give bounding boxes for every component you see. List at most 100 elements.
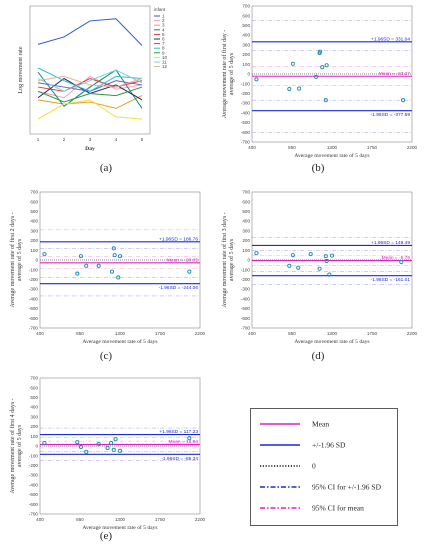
data-point-d (290, 253, 295, 258)
caption-b: (b) (311, 162, 325, 174)
data-point-e (75, 440, 80, 445)
y-tick-label-e: -400 (29, 482, 39, 487)
data-point-b (320, 65, 325, 70)
x-tick-label-a: 3 (89, 137, 92, 142)
data-point-b (297, 86, 302, 91)
x-tick-label-d: 1750 (367, 331, 378, 336)
x-axis-label-c: Average movement rate of 5 days (82, 338, 157, 345)
y-tick-label-d: -100 (241, 267, 251, 272)
y-tick-label-b: -100 (241, 81, 251, 86)
data-point-b (287, 87, 292, 92)
x-tick-label-a: 4 (115, 137, 118, 142)
chart-b: -700 -600 -500 -400 -300 -200 -100 0 100 200 300 40… (221, 4, 418, 159)
chart-e: -700 -600 -500 -400 -300 -200 -100 0 100 200 300 40… (9, 376, 206, 531)
y-tick-label-e: 700 (30, 376, 38, 381)
y-tick-label-d: 600 (242, 199, 250, 204)
y-tick-label-e: -200 (29, 463, 39, 468)
x-tick-label-d: 400 (248, 331, 256, 336)
series-line-1 (37, 18, 143, 46)
y-tick-label-b: 700 (242, 4, 250, 9)
x-tick-label-e: 1300 (115, 517, 126, 522)
y-tick-label-c: -700 (29, 326, 39, 331)
data-point-d (329, 253, 335, 258)
legend-label-10: 10 (162, 55, 168, 60)
legend-label-1: 1 (162, 14, 165, 19)
data-point-d (254, 251, 259, 256)
data-point-b (254, 77, 259, 82)
x-tick-label-e: 850 (76, 517, 84, 522)
legend-frame (250, 408, 398, 526)
data-point-e (109, 441, 114, 446)
data-point-d (323, 254, 328, 259)
data-point-b (324, 63, 329, 68)
y-tick-label-e: -700 (29, 512, 39, 517)
legend-label-1: +/-1.96 SD (312, 441, 346, 450)
y-tick-label-d: -400 (241, 296, 251, 301)
data-point-c (78, 254, 83, 259)
x-axis-label-a: Day (85, 146, 95, 152)
y-tick-label-d: 400 (242, 219, 250, 224)
x-tick-label-c: 1750 (155, 331, 166, 336)
legend-label-4: 4 (162, 27, 165, 32)
legend-label-2: 0 (312, 462, 316, 471)
y-tick-label-d: 700 (242, 190, 250, 195)
series-line-9 (37, 86, 143, 103)
mean-label-b: Mean = -23.27 (379, 71, 410, 77)
y-tick-label-d: 200 (242, 238, 250, 243)
data-point-b (401, 98, 406, 103)
data-point-c (111, 246, 116, 251)
chart-d: -700 -600 -500 -400 -300 -200 -100 0 100 200 300 40… (221, 190, 418, 345)
y-tick-label-c: 700 (30, 190, 38, 195)
y-tick-label-b: 500 (242, 23, 250, 28)
x-tick-label-a: 5 (141, 137, 144, 142)
y-tick-label-c: -100 (29, 267, 39, 272)
y-tick-label-d: 100 (242, 248, 250, 253)
y-tick-label-d: 300 (242, 228, 250, 233)
caption-a: (a) (99, 162, 113, 174)
data-point-c (96, 263, 101, 268)
x-tick-label-a: 2 (63, 137, 66, 142)
series-line-8 (37, 67, 143, 92)
y-axis-label-e: Average movement rate of first 4 days -a… (9, 398, 23, 493)
y-tick-label-e: 0 (35, 444, 38, 449)
y-tick-label-e: 600 (30, 385, 38, 390)
caption-e: (e) (99, 530, 113, 542)
legend-label-4: 95% CI for mean (312, 504, 364, 513)
data-point-c (42, 252, 47, 257)
y-tick-label-e: 300 (30, 414, 38, 419)
y-tick-label-c: -500 (29, 306, 39, 311)
x-tick-label-c: 850 (76, 331, 84, 336)
legend-label-12: 12 (162, 64, 168, 69)
data-point-d (327, 272, 332, 277)
x-tick-label-a: 1 (37, 137, 40, 142)
lower-limit-label-b: -1.96SD = -377.59 (371, 112, 411, 118)
y-tick-label-e: -300 (29, 473, 39, 478)
y-tick-label-c: 0 (35, 258, 38, 263)
y-tick-label-d: -700 (241, 326, 251, 331)
legend-label-3: 3 (162, 23, 165, 28)
plot-area-a (29, 5, 151, 135)
caption-c: (c) (99, 350, 113, 362)
y-tick-label-c: 200 (30, 238, 38, 243)
data-point-b (290, 61, 295, 66)
series-line-12 (37, 75, 143, 88)
lower-limit-label-d: -1.96SD = -161.01 (371, 277, 411, 283)
data-point-c (187, 269, 192, 274)
legend-label-3: 95% CI for +/-1.96 SD (312, 483, 382, 492)
y-axis-label-a: Log movement rate (18, 46, 24, 93)
x-tick-label-c: 2200 (195, 331, 206, 336)
data-point-d (308, 252, 313, 257)
y-tick-label-b: 300 (242, 42, 250, 47)
y-tick-label-e: 100 (30, 434, 38, 439)
data-point-e (111, 447, 116, 452)
x-tick-label-b: 1750 (367, 145, 378, 150)
data-point-d (317, 266, 322, 271)
x-tick-label-e: 1750 (155, 517, 166, 522)
y-tick-label-d: -600 (241, 316, 251, 321)
series-line-5 (37, 77, 143, 92)
upper-limit-label-d: +1.96SD = 149.49 (371, 240, 410, 246)
upper-limit-label-e: +1.96SD = 117.23 (159, 429, 198, 435)
data-point-e (78, 444, 83, 450)
y-tick-label-d: -500 (241, 306, 251, 311)
